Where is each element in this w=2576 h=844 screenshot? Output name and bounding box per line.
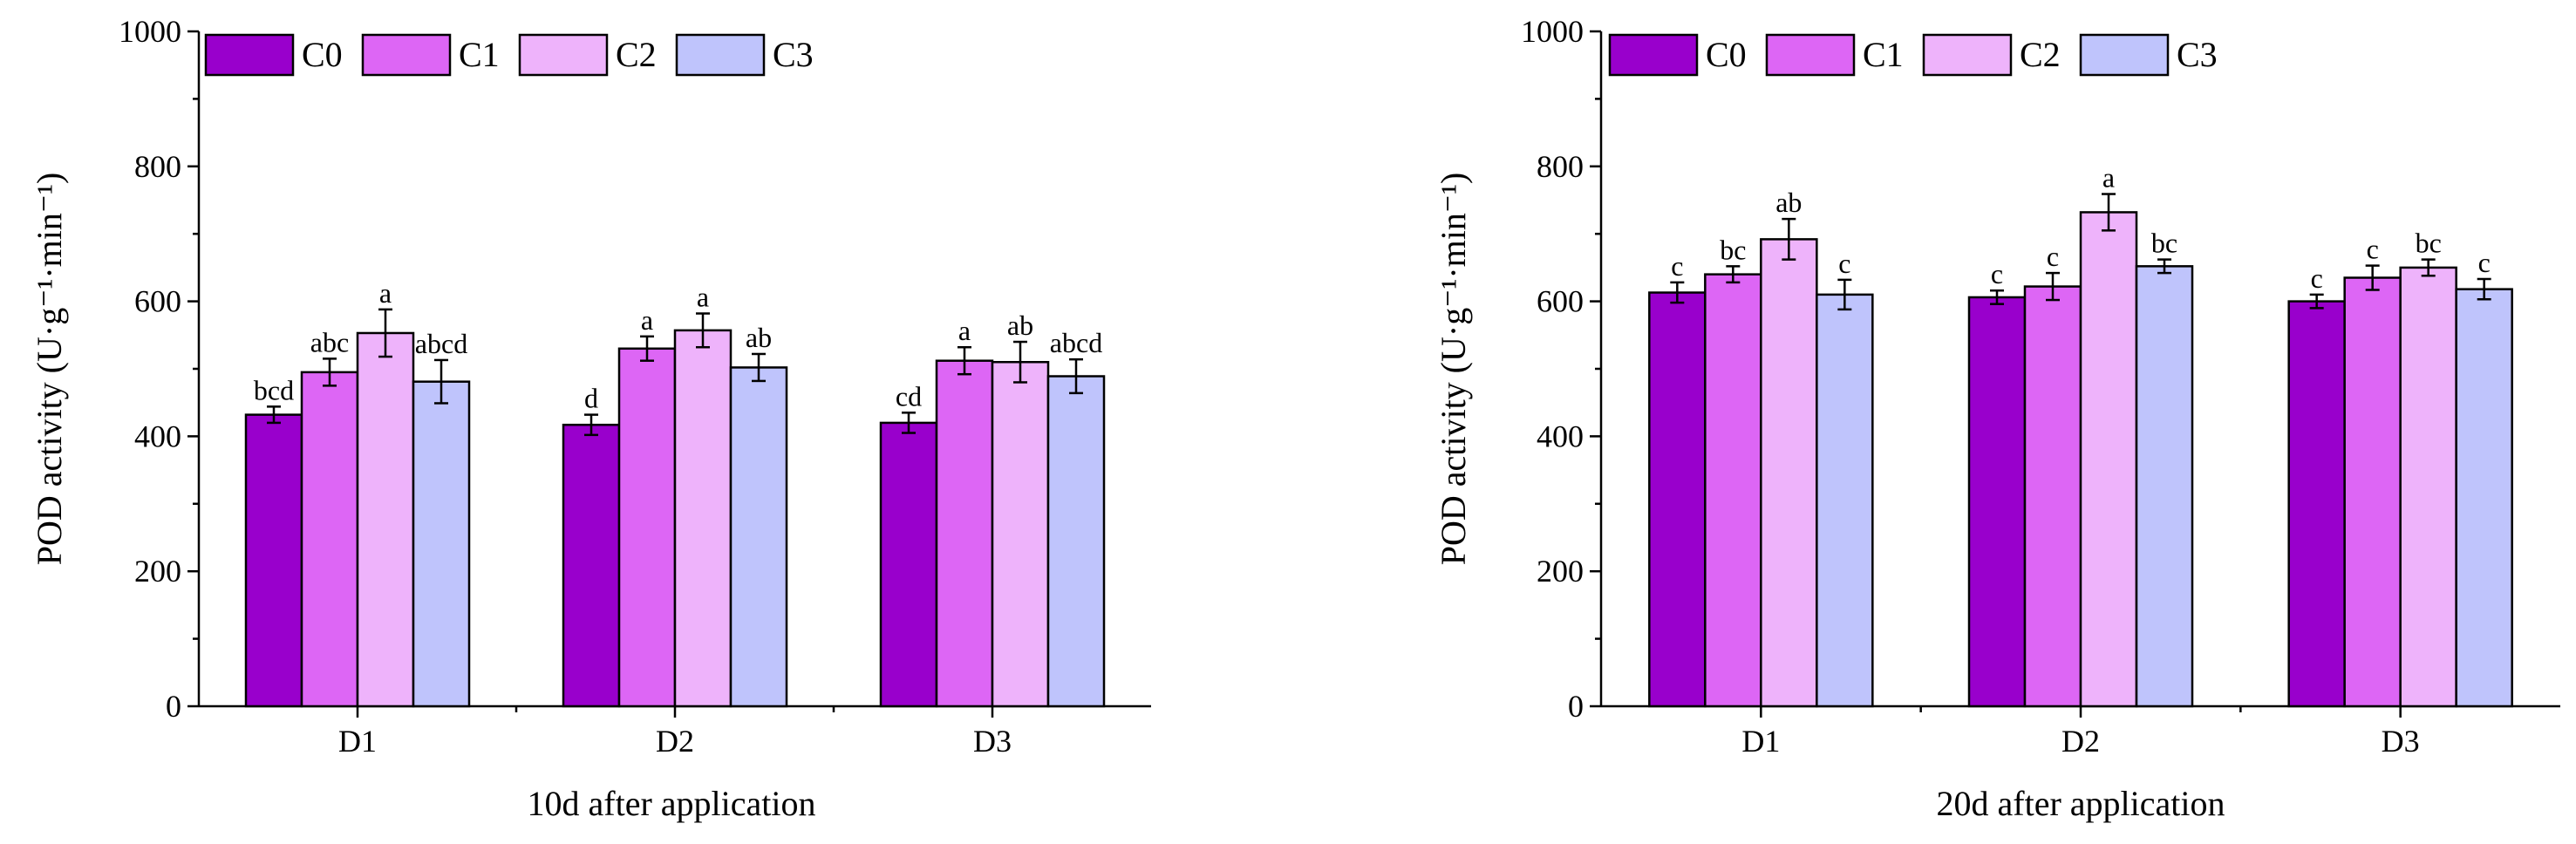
legend-swatch-C0 bbox=[1608, 33, 1699, 77]
bar-C0-D1 bbox=[244, 413, 303, 708]
significance-label-C3-D3: c bbox=[2478, 247, 2491, 278]
y-axis-title: POD activity (U·g⁻¹·min⁻¹) bbox=[1434, 173, 1473, 566]
legend-label-C1: C1 bbox=[459, 35, 500, 74]
y-tick-label: 400 bbox=[134, 419, 181, 453]
significance-label-C3-D3: abcd bbox=[1050, 327, 1102, 358]
significance-label-C0-D1: bcd bbox=[254, 374, 294, 405]
legend-swatch-C0 bbox=[204, 33, 295, 77]
x-tick-label-D1: D1 bbox=[1741, 724, 1780, 759]
y-tick-label: 400 bbox=[1537, 419, 1584, 453]
bar-C0-D2 bbox=[1967, 296, 2027, 708]
legend-swatch-C3 bbox=[2079, 33, 2170, 77]
legend-label-C2: C2 bbox=[2020, 35, 2061, 74]
significance-label-C1-D3: c bbox=[2367, 234, 2379, 265]
legend-label-C0: C0 bbox=[302, 35, 343, 74]
significance-label-C2-D2: a bbox=[2102, 162, 2115, 194]
bar-C2-D3 bbox=[2399, 266, 2457, 708]
x-tick-label-D3: D3 bbox=[973, 724, 1012, 759]
y-tick-label: 0 bbox=[1568, 689, 1584, 724]
bar-C3-D2 bbox=[2135, 265, 2194, 708]
significance-label-C2-D1: a bbox=[379, 277, 392, 309]
y-axis-title: POD activity (U·g⁻¹·min⁻¹) bbox=[30, 173, 69, 566]
y-tick-label: 800 bbox=[1537, 149, 1584, 184]
significance-label-C1-D1: bc bbox=[1720, 234, 1746, 265]
x-axis-title: 20d after application bbox=[1937, 784, 2225, 823]
y-tick-label: 200 bbox=[1537, 554, 1584, 589]
legend-label-C3: C3 bbox=[773, 35, 814, 74]
significance-label-C3-D1: c bbox=[1838, 248, 1850, 279]
bar-C2-D2 bbox=[2079, 211, 2138, 708]
bar-C1-D3 bbox=[2343, 276, 2402, 708]
bar-C2-D2 bbox=[673, 329, 733, 708]
bar-C1-D1 bbox=[300, 371, 359, 708]
bar-C3-D1 bbox=[412, 380, 471, 708]
bar-C1-D2 bbox=[2023, 285, 2082, 708]
y-tick-label: 600 bbox=[134, 284, 181, 319]
bar-C0-D3 bbox=[2287, 300, 2346, 708]
bar-C2-D3 bbox=[991, 361, 1050, 708]
significance-label-C0-D2: c bbox=[1991, 258, 2003, 289]
significance-label-C3-D2: ab bbox=[746, 322, 772, 353]
bar-C3-D3 bbox=[2455, 288, 2513, 708]
y-tick-label: 200 bbox=[134, 554, 181, 589]
significance-label-C1-D2: a bbox=[641, 304, 653, 336]
significance-label-C0-D3: cd bbox=[896, 380, 922, 412]
x-tick-label-D2: D2 bbox=[656, 724, 694, 759]
chart-panel-2: 0 200 400 600 800 1000 POD activity (U·g⁻¹·min… bbox=[1434, 14, 2560, 823]
significance-label-C1-D2: c bbox=[2047, 241, 2059, 272]
significance-label-C3-D2: bc bbox=[2151, 228, 2177, 259]
significance-label-C2-D2: a bbox=[697, 282, 709, 313]
bar-C0-D2 bbox=[562, 423, 621, 708]
bar-C0-D3 bbox=[879, 421, 938, 708]
x-tick-label-D3: D3 bbox=[2382, 724, 2420, 759]
significance-label-C2-D3: bc bbox=[2416, 228, 2442, 259]
significance-label-C1-D3: a bbox=[958, 315, 971, 346]
y-tick-label: 600 bbox=[1537, 284, 1584, 319]
bar-C1-D2 bbox=[617, 347, 677, 708]
y-tick-label: 0 bbox=[166, 689, 181, 724]
y-tick-label: 1000 bbox=[119, 14, 181, 49]
y-tick-label: 1000 bbox=[1521, 14, 1584, 49]
bar-C2-D1 bbox=[1760, 238, 1818, 708]
legend-label-C0: C0 bbox=[1706, 35, 1747, 74]
legend-label-C3: C3 bbox=[2177, 35, 2218, 74]
bar-C1-D1 bbox=[1704, 273, 1762, 708]
legend-swatch-C2 bbox=[1922, 33, 2013, 77]
legend-label-C2: C2 bbox=[616, 35, 657, 74]
x-axis-title: 10d after application bbox=[528, 784, 816, 823]
x-tick-label-D2: D2 bbox=[2061, 724, 2100, 759]
significance-label-C2-D1: ab bbox=[1775, 187, 1802, 218]
bar-C3-D2 bbox=[729, 366, 788, 708]
significance-label-C0-D3: c bbox=[2311, 262, 2323, 294]
bar-C3-D3 bbox=[1046, 375, 1106, 708]
significance-label-C1-D1: abc bbox=[310, 326, 349, 357]
bar-C3-D1 bbox=[1816, 293, 1874, 708]
bar-C0-D1 bbox=[1648, 291, 1707, 708]
legend-label-C1: C1 bbox=[1863, 35, 1904, 74]
significance-label-C3-D1: abcd bbox=[415, 328, 467, 359]
legend-swatch-C1 bbox=[1765, 33, 1856, 77]
bar-C2-D1 bbox=[356, 331, 415, 708]
significance-label-C2-D3: ab bbox=[1007, 310, 1033, 341]
legend-swatch-C1 bbox=[361, 33, 452, 77]
bar-C1-D3 bbox=[935, 359, 994, 708]
significance-label-C0-D2: d bbox=[584, 383, 598, 414]
y-tick-label: 800 bbox=[134, 149, 181, 184]
legend-swatch-C3 bbox=[675, 33, 766, 77]
x-tick-label-D1: D1 bbox=[338, 724, 377, 759]
significance-label-C0-D1: c bbox=[1671, 250, 1683, 282]
legend-swatch-C2 bbox=[518, 33, 609, 77]
chart-panel-1: 0 200 400 600 800 1000 POD activity (U·g⁻¹·min… bbox=[30, 14, 1151, 823]
